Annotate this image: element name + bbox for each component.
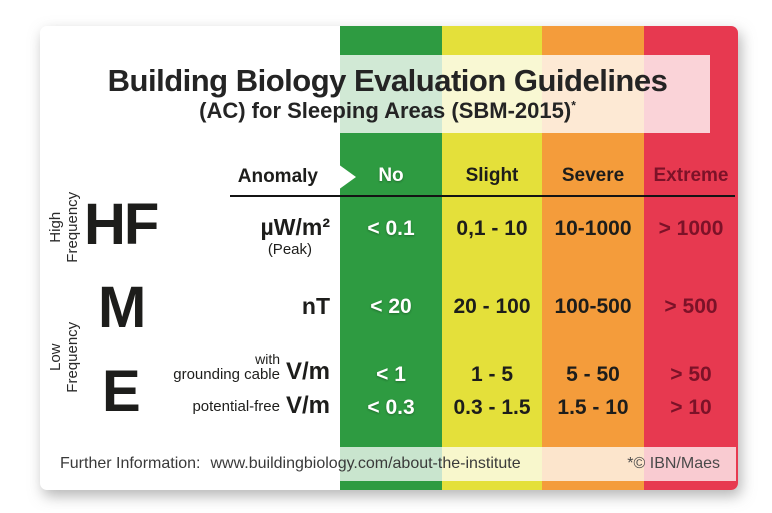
- value-cell: > 50: [670, 363, 712, 386]
- value-cell: 100-500: [554, 295, 632, 318]
- low-frequency-axis-label: Low Frequency: [46, 321, 81, 393]
- page-subtitle: (AC) for Sleeping Areas (SBM-2015)*: [199, 98, 576, 124]
- value-cell: 20 - 100: [453, 295, 531, 318]
- table-row-hf: < 0.1 0,1 - 10 10-1000 > 1000: [340, 215, 738, 243]
- high-frequency-axis-label: High Frequency: [46, 191, 81, 263]
- footer-credit: *© IBN/Maes: [627, 455, 720, 472]
- guidelines-card: Building Biology Evaluation Guidelines (…: [40, 26, 738, 490]
- row-symbol-hf: HF: [84, 192, 159, 257]
- value-cell: 0.3 - 1.5: [453, 396, 531, 419]
- value-cell: < 0.3: [367, 396, 415, 419]
- unit-e-grounded: V/m: [285, 358, 330, 385]
- table-row-e-grounded: < 1 1 - 5 5 - 50 > 50: [340, 361, 738, 389]
- footer-url-link[interactable]: www.buildingbiology.com/about-the-instit…: [210, 455, 521, 472]
- header-slight: Slight: [465, 165, 519, 186]
- label-with: with: [255, 351, 280, 367]
- value-cell: > 1000: [658, 217, 724, 240]
- header-no: No: [378, 165, 404, 186]
- header-extreme: Extreme: [653, 165, 729, 186]
- value-cell: < 20: [370, 295, 412, 318]
- value-cell: 0,1 - 10: [456, 217, 528, 240]
- value-cell: > 10: [670, 396, 712, 419]
- value-cell: < 1: [376, 363, 406, 386]
- value-cell: 5 - 50: [566, 363, 620, 386]
- row-symbol-e: E: [102, 359, 141, 424]
- footer-info-label: Further Information:: [60, 455, 201, 472]
- value-cell: 1 - 5: [470, 363, 514, 386]
- row-symbol-m: M: [98, 275, 146, 340]
- header-severe: Severe: [561, 165, 625, 186]
- value-cell: 1.5 - 10: [557, 396, 629, 419]
- title-banner: Building Biology Evaluation Guidelines (…: [65, 55, 710, 133]
- table-row-e-potential-free: < 0.3 0.3 - 1.5 1.5 - 10 > 10: [340, 394, 738, 422]
- footer-banner: Further Information: www.buildingbiology…: [48, 447, 736, 481]
- unit-hf-note: (Peak): [267, 241, 312, 258]
- subtitle-text: (AC) for Sleeping Areas (SBM-2015): [199, 97, 572, 123]
- anomaly-label: Anomaly: [237, 166, 318, 187]
- label-potential-free: potential-free: [192, 398, 280, 415]
- unit-m: nT: [301, 293, 330, 319]
- page-title: Building Biology Evaluation Guidelines: [107, 62, 668, 98]
- value-cell: < 0.1: [367, 217, 415, 240]
- header-divider-line: [230, 195, 735, 197]
- unit-e-potential-free: V/m: [285, 392, 330, 419]
- table-row-m: < 20 20 - 100 100-500 > 500: [340, 293, 738, 321]
- unit-hf: µW/m²: [260, 214, 330, 240]
- value-cell: 10-1000: [554, 217, 632, 240]
- subtitle-footnote-marker: *: [571, 98, 576, 113]
- anomaly-arrow-label: Anomaly: [190, 159, 356, 195]
- label-grounding-cable: grounding cable: [173, 366, 280, 383]
- severity-header-row: No Slight Severe Extreme: [340, 158, 738, 194]
- value-cell: > 500: [664, 295, 718, 318]
